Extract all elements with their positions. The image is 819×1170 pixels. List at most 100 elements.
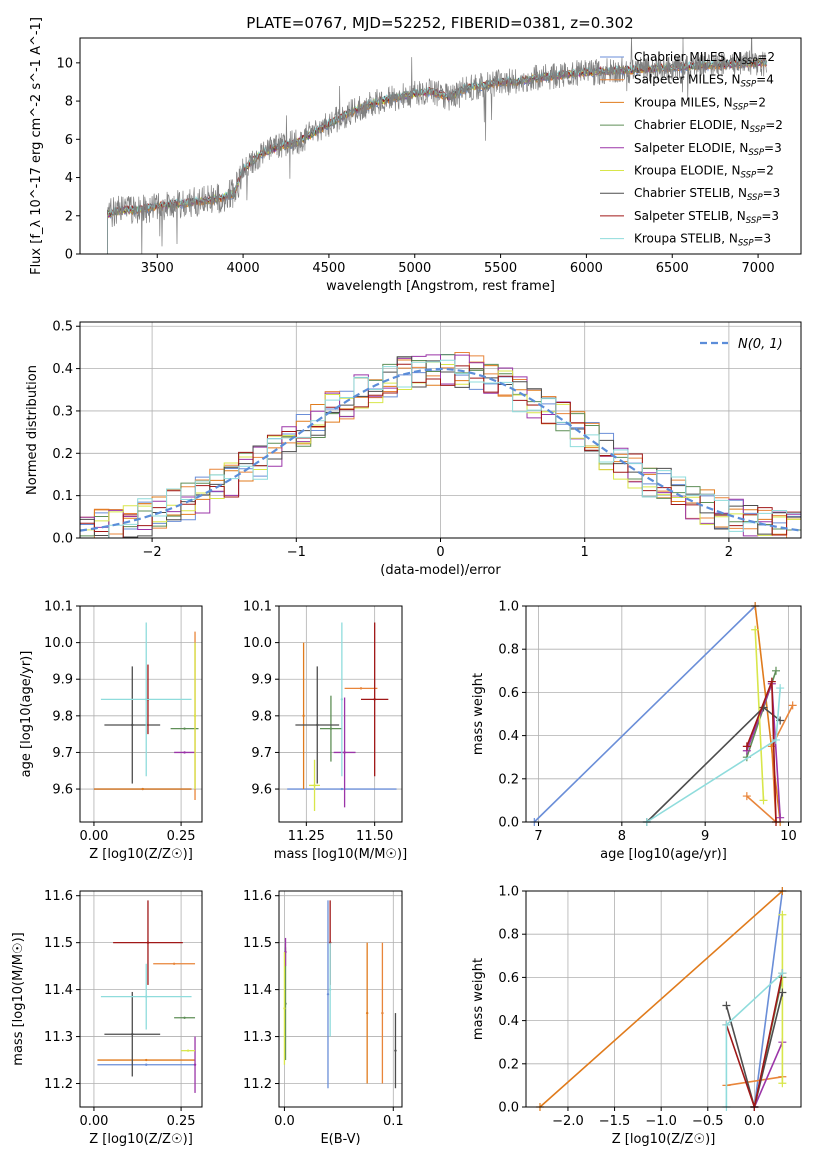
y-axis-label: mass [log10(M/M☉)] — [11, 932, 26, 1065]
y-axis-label: Normed distribution — [25, 365, 40, 495]
data-point — [359, 687, 363, 690]
y-tick-label: 11.5 — [243, 936, 272, 951]
residuals-panel: −2 −1 0 1 2 0.0 0.1 0.2 0.3 0.4 0.5 (data-model)/er… — [25, 320, 802, 578]
y-tick-label: 8 — [65, 95, 73, 110]
data-point — [365, 1011, 369, 1015]
legend-label: Kroupa STELIB, NSSP=3 — [634, 232, 771, 249]
x-axis-label: E(B-V) — [320, 1132, 360, 1147]
figure-title: PLATE=0767, MJD=52252, FIBERID=0381, z=0… — [246, 14, 633, 32]
y-tick-label: 9.6 — [251, 783, 272, 798]
weight-marker — [772, 735, 780, 744]
weight-line — [746, 705, 794, 824]
weight-marker — [776, 813, 785, 822]
data-point — [302, 714, 305, 718]
weight-line — [754, 605, 781, 823]
x-tick-label: 5000 — [398, 261, 431, 276]
y-tick-label: 11.6 — [44, 889, 73, 904]
y-tick-label: 0 — [65, 248, 73, 263]
y-axis-label: Flux [f_λ 10^-17 erg cm^-2 s^-1 A^-1] — [29, 17, 44, 275]
weight-marker — [722, 1020, 731, 1029]
model-spectrum-line — [107, 57, 768, 254]
data-point — [145, 995, 148, 998]
y-tick-label: 11.6 — [243, 889, 272, 904]
axes-frame — [525, 605, 802, 823]
weight-line — [753, 890, 784, 1108]
x-tick-label: 0.0 — [274, 1114, 295, 1129]
x-tick-label: 0 — [436, 545, 444, 560]
x-axis-label: mass [log10(M/M☉)] — [274, 847, 407, 862]
y-tick-label: 9.9 — [52, 673, 73, 688]
axes-frame — [278, 890, 403, 1108]
y-tick-label: 10.1 — [44, 600, 73, 615]
x-tick-label: 0.00 — [79, 1114, 108, 1129]
y-tick-label: 1.0 — [498, 885, 519, 900]
y-tick-label: 0.2 — [52, 447, 73, 462]
weight-line — [539, 890, 783, 1108]
y-tick-label: 9.9 — [251, 673, 272, 688]
y-tick-label: 0.8 — [498, 643, 519, 658]
x-axis-label: (data-model)/error — [380, 563, 501, 578]
axes-frame — [278, 605, 403, 823]
legend-label: Salpeter STELIB, NSSP=3 — [634, 209, 779, 226]
legend-label: Chabrier MILES, NSSP=2 — [634, 50, 775, 67]
y-tick-label: 0.8 — [498, 928, 519, 943]
x-tick-label: 5500 — [484, 261, 517, 276]
y-tick-label: 10.0 — [44, 636, 73, 651]
weight-marker — [751, 625, 760, 634]
residual-histogram — [80, 359, 801, 538]
x-axis-label: Z [log10(Z/Z☉)] — [89, 847, 193, 862]
weight-marker — [742, 742, 751, 751]
data-point — [183, 1016, 186, 1019]
data-point — [183, 727, 186, 730]
weight-marker — [772, 666, 780, 675]
legend-label: N(0, 1) — [738, 337, 783, 352]
weight-marker — [767, 677, 776, 686]
y-tick-label: 11.2 — [243, 1077, 272, 1092]
y-tick-label: 9.8 — [251, 709, 272, 724]
x-tick-label: 7 — [534, 829, 542, 844]
metallicity-mass-panel: 0.00 0.25 11.2 11.3 11.4 11.5 11.6 Z [log10(Z/Z… — [11, 889, 203, 1147]
weight-line — [533, 605, 756, 823]
data-point — [183, 751, 186, 754]
data-point — [172, 962, 176, 965]
y-tick-label: 0.4 — [498, 729, 519, 744]
weight-marker — [778, 969, 787, 978]
legend-label: Kroupa MILES, NSSP=2 — [634, 95, 766, 112]
x-axis-label: age [log10(age/yr)] — [600, 847, 727, 862]
x-tick-label: 11.25 — [288, 829, 325, 844]
x-tick-label: −2.0 — [552, 1114, 584, 1129]
model-spectrum-line — [107, 56, 767, 254]
y-tick-label: 0.0 — [498, 816, 519, 831]
x-tick-label: −1.5 — [599, 1114, 631, 1129]
axes-frame — [525, 890, 802, 1108]
weight-marker — [778, 988, 787, 997]
y-tick-label: 9.7 — [52, 746, 73, 761]
y-tick-label: 0.1 — [52, 489, 73, 504]
data-point — [394, 1049, 397, 1052]
x-tick-label: 8 — [618, 829, 626, 844]
mass-age-panel: 11.25 11.50 9.6 9.7 9.8 9.9 10.0 10.1 mass [log1… — [243, 600, 407, 863]
x-tick-label: −2 — [143, 545, 162, 560]
data-point — [316, 723, 319, 727]
data-point — [146, 941, 150, 944]
data-point — [328, 988, 332, 991]
legend-label: Chabrier STELIB, NSSP=3 — [634, 186, 780, 203]
x-tick-label: 6500 — [656, 261, 689, 276]
observed-spectrum-line — [107, 38, 768, 254]
x-tick-label: −1 — [287, 545, 306, 560]
y-tick-label: 0.2 — [498, 1057, 519, 1072]
spectrum-panel: 3500 4000 4500 5000 5500 6000 6500 7000 0 2 4 6 8 10 w… — [29, 17, 802, 294]
x-tick-label: 10 — [780, 829, 797, 844]
residual-histogram — [80, 363, 801, 538]
data-point — [141, 787, 144, 791]
y-tick-label: 10.1 — [243, 600, 272, 615]
x-tick-label: 11.50 — [356, 829, 393, 844]
x-tick-label: 0.25 — [167, 1114, 196, 1129]
y-tick-label: 0.0 — [498, 1101, 519, 1116]
x-tick-label: −1.0 — [645, 1114, 677, 1129]
y-tick-label: 2 — [65, 209, 73, 224]
x-tick-label: 3500 — [141, 261, 174, 276]
data-point — [373, 698, 376, 701]
weight-marker — [722, 1001, 731, 1010]
x-tick-label: 9 — [701, 829, 709, 844]
